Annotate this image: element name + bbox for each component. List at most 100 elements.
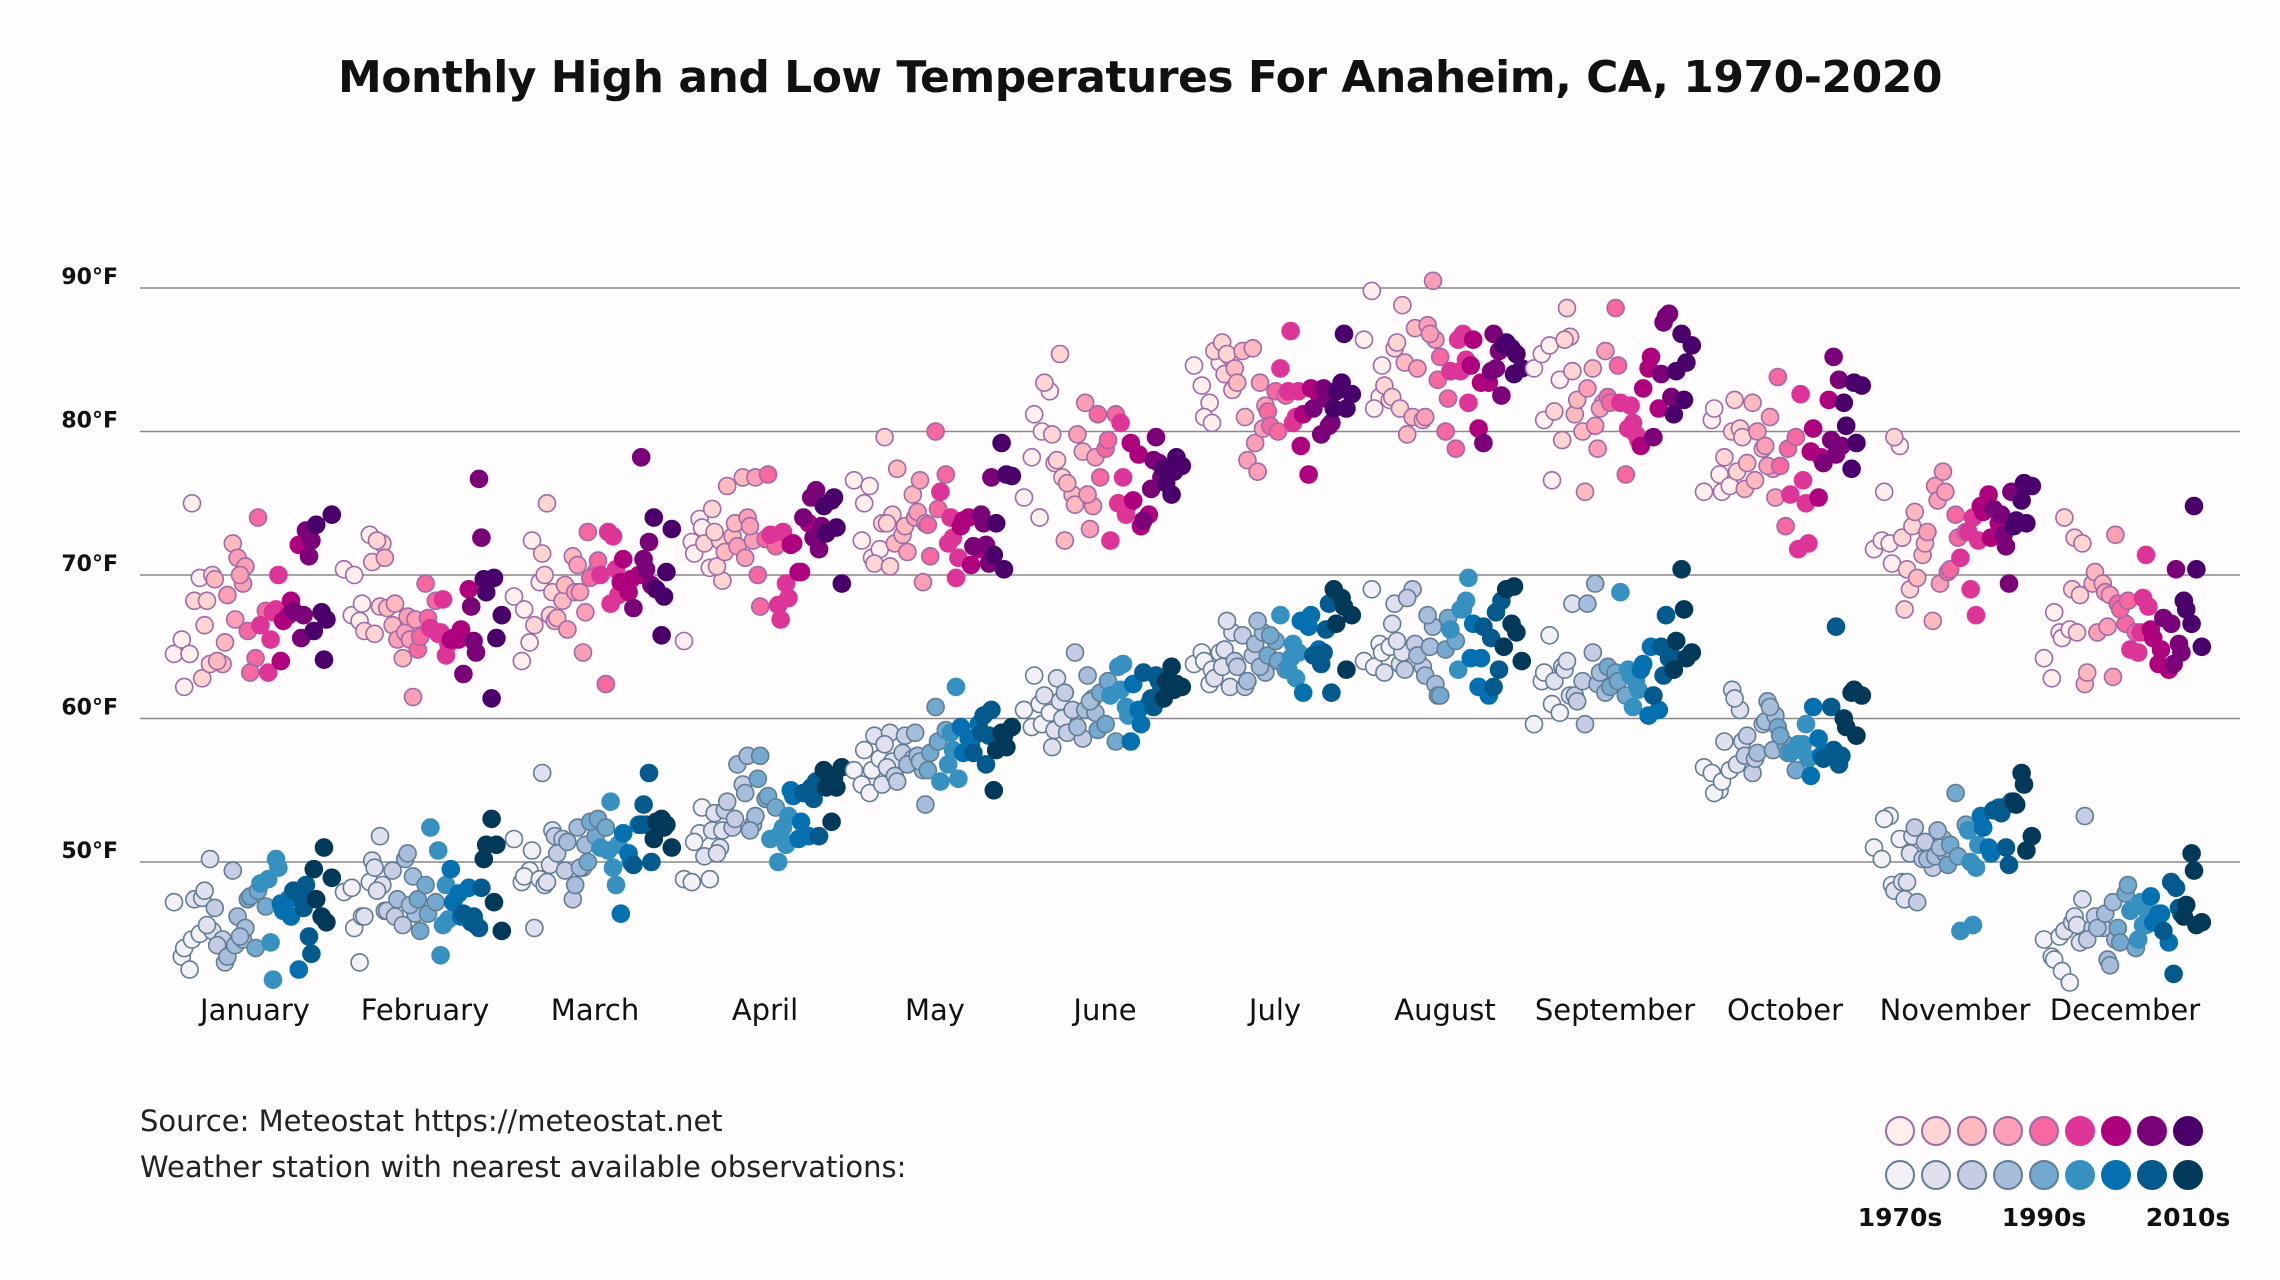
high-temp-point — [1337, 399, 1356, 418]
low-temp-point — [1248, 611, 1267, 631]
low-temp-point — [1217, 611, 1237, 631]
high-temp-point — [2042, 668, 2062, 688]
high-temp-point — [898, 542, 917, 562]
low-temp-point — [1362, 579, 1382, 599]
high-temp-point — [1446, 439, 1466, 459]
low-temp-point — [1852, 686, 1872, 705]
low-temp-point — [725, 809, 745, 829]
high-temp-point — [1268, 422, 1288, 441]
low-temp-point — [740, 821, 760, 840]
low-temp-point — [1035, 686, 1054, 705]
low-temp-point — [1585, 574, 1605, 593]
low-temp-point — [1540, 625, 1559, 645]
high-temp-point — [1596, 341, 1615, 361]
low-temp-point — [766, 798, 786, 817]
low-temp-point — [1656, 605, 1676, 625]
high-temp-point — [1885, 427, 1904, 447]
low-temp-point — [624, 855, 643, 875]
high-temp-point — [1408, 359, 1427, 378]
high-temp-point — [1776, 516, 1795, 536]
high-temp-point — [1078, 485, 1097, 504]
low-temp-point — [1055, 683, 1075, 703]
low-temp-point — [2103, 892, 2123, 912]
high-temp-point — [1940, 559, 1960, 579]
low-temp-point — [365, 858, 384, 878]
high-temp-point — [1766, 488, 1785, 507]
high-temp-point — [573, 643, 593, 662]
low-temp-point — [2017, 841, 2036, 860]
high-temp-point — [1847, 433, 1866, 453]
high-temp-point — [1047, 450, 1067, 470]
low-temp-point — [431, 945, 450, 965]
low-temp-point — [1471, 648, 1491, 668]
high-temp-point — [740, 516, 760, 536]
high-temp-point — [1496, 333, 1516, 352]
high-temp-point — [2073, 534, 2092, 553]
high-temp-point — [207, 651, 227, 671]
legend-swatch-high — [1993, 1116, 2023, 1146]
high-temp-point — [644, 508, 664, 527]
low-temp-point — [1375, 663, 1394, 682]
low-temp-point — [1459, 568, 1478, 588]
low-temp-point — [1489, 660, 1509, 680]
high-temp-point — [1563, 361, 1582, 381]
high-temp-point — [1768, 367, 1788, 387]
low-temp-point — [304, 859, 324, 879]
high-temp-point — [1438, 389, 1458, 408]
high-temp-point — [1664, 404, 1684, 424]
high-temp-point — [1243, 338, 1263, 358]
low-temp-point — [2006, 795, 2026, 814]
low-temp-point — [1342, 605, 1362, 625]
low-temp-point — [1809, 729, 1828, 748]
low-temp-point — [1578, 594, 1597, 614]
high-temp-point — [1035, 373, 1054, 393]
high-temp-point — [251, 615, 270, 635]
high-temp-point — [352, 594, 372, 614]
high-temp-point — [2106, 525, 2125, 545]
low-temp-point — [484, 892, 504, 912]
high-temp-point — [1606, 298, 1625, 318]
high-temp-point — [1192, 376, 1212, 395]
high-temp-point — [791, 562, 811, 582]
high-temp-point — [2055, 508, 2074, 527]
month-label: June — [1071, 993, 1136, 1027]
high-temp-point — [1420, 324, 1440, 344]
low-temp-point — [1096, 714, 1115, 734]
high-temp-point — [317, 610, 336, 629]
legend-swatch-high — [2101, 1116, 2131, 1146]
high-temp-point — [271, 651, 291, 671]
low-temp-point — [1821, 697, 1841, 717]
high-temp-point — [1088, 404, 1108, 424]
high-temp-point — [469, 469, 489, 489]
high-temp-point — [1715, 447, 1734, 467]
high-temp-point — [603, 526, 623, 546]
high-temp-point — [1545, 402, 1564, 421]
high-temp-point — [461, 597, 481, 616]
high-temp-point — [240, 663, 260, 682]
low-temp-point — [482, 809, 501, 829]
low-temp-point — [1737, 726, 1757, 746]
high-temp-point — [918, 515, 938, 535]
high-temp-point — [1184, 356, 1204, 375]
high-temp-point — [1111, 413, 1130, 433]
legend-swatch-high — [1885, 1116, 1915, 1146]
low-temp-point — [2034, 930, 2054, 949]
low-temp-point — [322, 868, 342, 888]
high-temp-point — [2034, 648, 2054, 668]
high-temp-point — [1842, 459, 1861, 479]
high-temp-point — [936, 465, 956, 484]
low-temp-point — [1042, 737, 1062, 757]
high-temp-point — [532, 544, 552, 563]
low-temp-point — [2166, 878, 2186, 898]
low-temp-point — [844, 760, 864, 780]
low-temp-point — [1068, 717, 1087, 737]
low-temp-point — [342, 878, 362, 898]
low-temp-point — [180, 960, 199, 979]
low-temp-point — [1260, 625, 1280, 645]
low-temp-point — [443, 892, 463, 912]
high-temp-point — [1933, 462, 1953, 482]
chart-title: Monthly High and Low Temperatures For An… — [338, 52, 1942, 103]
high-temp-point — [613, 549, 633, 569]
low-temp-point — [370, 826, 390, 846]
